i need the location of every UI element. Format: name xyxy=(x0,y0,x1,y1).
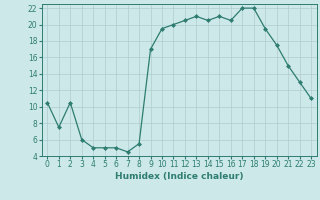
X-axis label: Humidex (Indice chaleur): Humidex (Indice chaleur) xyxy=(115,172,244,181)
